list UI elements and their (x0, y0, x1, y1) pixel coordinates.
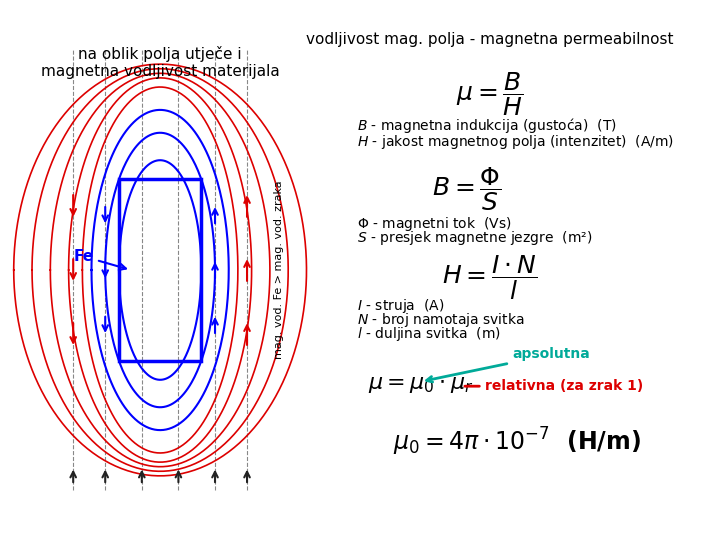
Text: Fe: Fe (73, 249, 126, 270)
Text: $S$ - presjek magnetne jezgre  (m²): $S$ - presjek magnetne jezgre (m²) (357, 229, 592, 247)
Text: $\mu = \mu_0 \cdot \mu_r$: $\mu = \mu_0 \cdot \mu_r$ (368, 375, 474, 395)
Text: $\Phi$ - magnetni tok  (Vs): $\Phi$ - magnetni tok (Vs) (357, 215, 511, 233)
Text: relativna (za zrak 1): relativna (za zrak 1) (465, 379, 643, 393)
Text: $I$ - struja  (A): $I$ - struja (A) (357, 298, 444, 315)
Text: mag. vod. Fe > mag. vod. zraka: mag. vod. Fe > mag. vod. zraka (274, 181, 284, 359)
Text: $\mu_0 = 4\pi \cdot 10^{-7}$  (H/m): $\mu_0 = 4\pi \cdot 10^{-7}$ (H/m) (393, 426, 642, 458)
Text: apsolutna: apsolutna (427, 348, 590, 382)
Bar (119, 179, 202, 361)
Text: $l$ - duljina svitka  (m): $l$ - duljina svitka (m) (357, 325, 500, 343)
Text: $N$ - broj namotaja svitka: $N$ - broj namotaja svitka (357, 311, 524, 329)
Text: na oblik polja utječe i
magnetna vodljivost materijala: na oblik polja utječe i magnetna vodljiv… (41, 46, 279, 79)
Text: $B = \dfrac{\Phi}{S}$: $B = \dfrac{\Phi}{S}$ (432, 165, 501, 213)
Text: $H$ - jakost magnetnog polja (intenzitet)  (A/m): $H$ - jakost magnetnog polja (intenzitet… (357, 133, 674, 151)
Text: $B$ - magnetna indukcija (gustoća)  (T): $B$ - magnetna indukcija (gustoća) (T) (357, 116, 616, 136)
Text: vodljivost mag. polja - magnetna permeabilnost: vodljivost mag. polja - magnetna permeab… (306, 32, 673, 47)
Text: $H = \dfrac{I \cdot N}{l}$: $H = \dfrac{I \cdot N}{l}$ (442, 254, 537, 302)
Text: $\mu = \dfrac{B}{H}$: $\mu = \dfrac{B}{H}$ (456, 71, 523, 118)
